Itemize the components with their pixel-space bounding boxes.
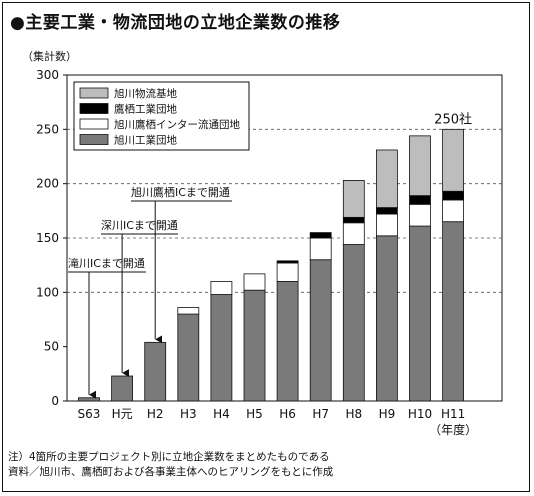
x-tick-label: H5 [246,407,263,421]
bar-segment [309,232,332,239]
bar-segment [309,259,332,402]
y-tick-label: 100 [36,285,59,299]
bar-segment [442,128,465,192]
bar-segment [375,207,398,215]
bar-segment [342,216,365,224]
bar-segment [276,260,299,264]
x-tick-label: H7 [312,407,329,421]
legend-swatch [79,87,109,99]
bar-segment [409,195,431,205]
bar-segment [442,221,465,402]
bar-segment [210,281,233,295]
bar-segment [177,307,200,315]
bar-segment [243,289,266,402]
legend-label: 旭川鷹栖インター流通団地 [114,118,240,131]
annotation-label: 深川ICまで開通 [101,219,178,232]
y-tick-label: 200 [36,177,59,191]
bar-segment [442,199,465,223]
x-tick-label: H9 [379,407,396,421]
bar-segment [210,294,233,402]
chart-title: ●主要工業・物流団地の立地企業数の推移 [10,13,341,33]
y-tick-label: 50 [44,340,59,354]
bar-segment [111,375,133,402]
legend-swatch [79,134,109,145]
x-tick-label: H2 [147,407,164,421]
bar-segment [342,180,365,218]
annotation-label: 滝川ICまで開通 [68,257,145,270]
bar-segment [342,222,365,245]
bar-segment [342,244,365,402]
legend-swatch [79,103,109,114]
y-tick-label: 250 [36,122,59,136]
x-tick-label: H11 [441,407,465,421]
bar-segment [276,262,299,282]
bar-segment [177,313,200,402]
x-tick-label: H4 [213,407,230,421]
x-tick-label: H元 [112,407,133,421]
bar-segment [409,203,431,227]
x-tick-label: H3 [180,407,197,421]
bar-segment [409,135,431,197]
x-tick-label: S63 [78,407,101,421]
bar-segment [375,149,398,208]
bar-segment [78,397,100,402]
y-tick-label: 150 [36,231,59,245]
x-tick-label: H10 [408,407,432,421]
total-label: 250社 [434,111,472,127]
note-line-1: 注）4箇所の主要プロジェクト別に立地企業数をまとめたものである [8,451,330,463]
y-tick-label: 0 [51,394,59,408]
bar-segment [375,213,398,237]
x-tick-label: H6 [279,407,296,421]
x-tick-label: H8 [345,407,362,421]
legend-label: 旭川工業団地 [114,134,177,147]
bar-segment [309,237,332,261]
bar-segment [243,273,266,291]
y-axis-unit-label: （集計数） [22,50,77,63]
bar-segment [409,225,431,402]
y-tick-label: 300 [36,68,59,82]
legend-label: 鷹栖工業団地 [114,103,177,116]
bar-segment [442,190,465,201]
note-line-2: 資料／旭川市、鷹栖町および各事業主体へのヒアリングをもとに作成 [8,466,334,478]
legend-label: 旭川物流基地 [114,87,177,100]
bar-segment [276,281,299,402]
bar-segment [375,235,398,402]
x-axis-unit-label: （年度） [429,422,477,437]
bar-segment [144,341,167,402]
legend-swatch [79,118,109,130]
annotation-label: 旭川鷹栖ICまで開通 [131,185,230,199]
